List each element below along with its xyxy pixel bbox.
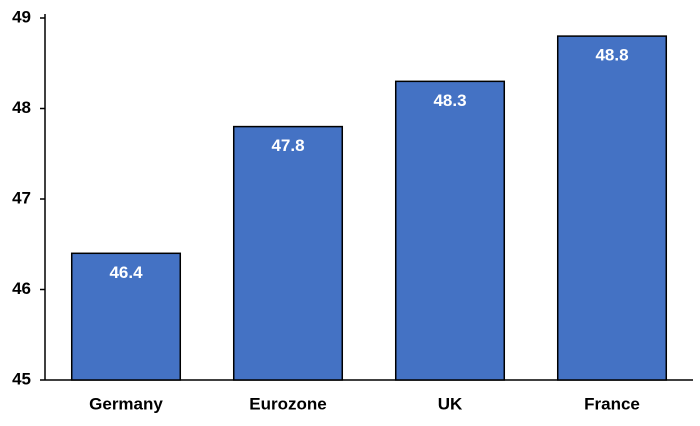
x-tick-label: Eurozone: [249, 394, 326, 413]
bar: [556, 35, 668, 381]
x-tick-label: France: [584, 394, 640, 413]
bar: [394, 80, 506, 381]
value-label: 48.8: [595, 46, 628, 65]
y-tick-label: 45: [12, 369, 31, 388]
value-label: 47.8: [271, 136, 304, 155]
x-tick-label: UK: [438, 394, 463, 413]
value-label: 46.4: [109, 263, 143, 282]
value-label: 48.3: [433, 91, 466, 110]
y-tick-label: 47: [12, 188, 31, 207]
bar: [70, 252, 182, 381]
y-tick-label: 49: [12, 7, 31, 26]
x-tick-label: Germany: [89, 394, 163, 413]
y-tick-label: 46: [12, 279, 31, 298]
y-tick-label: 48: [12, 98, 31, 117]
bar: [232, 125, 344, 381]
